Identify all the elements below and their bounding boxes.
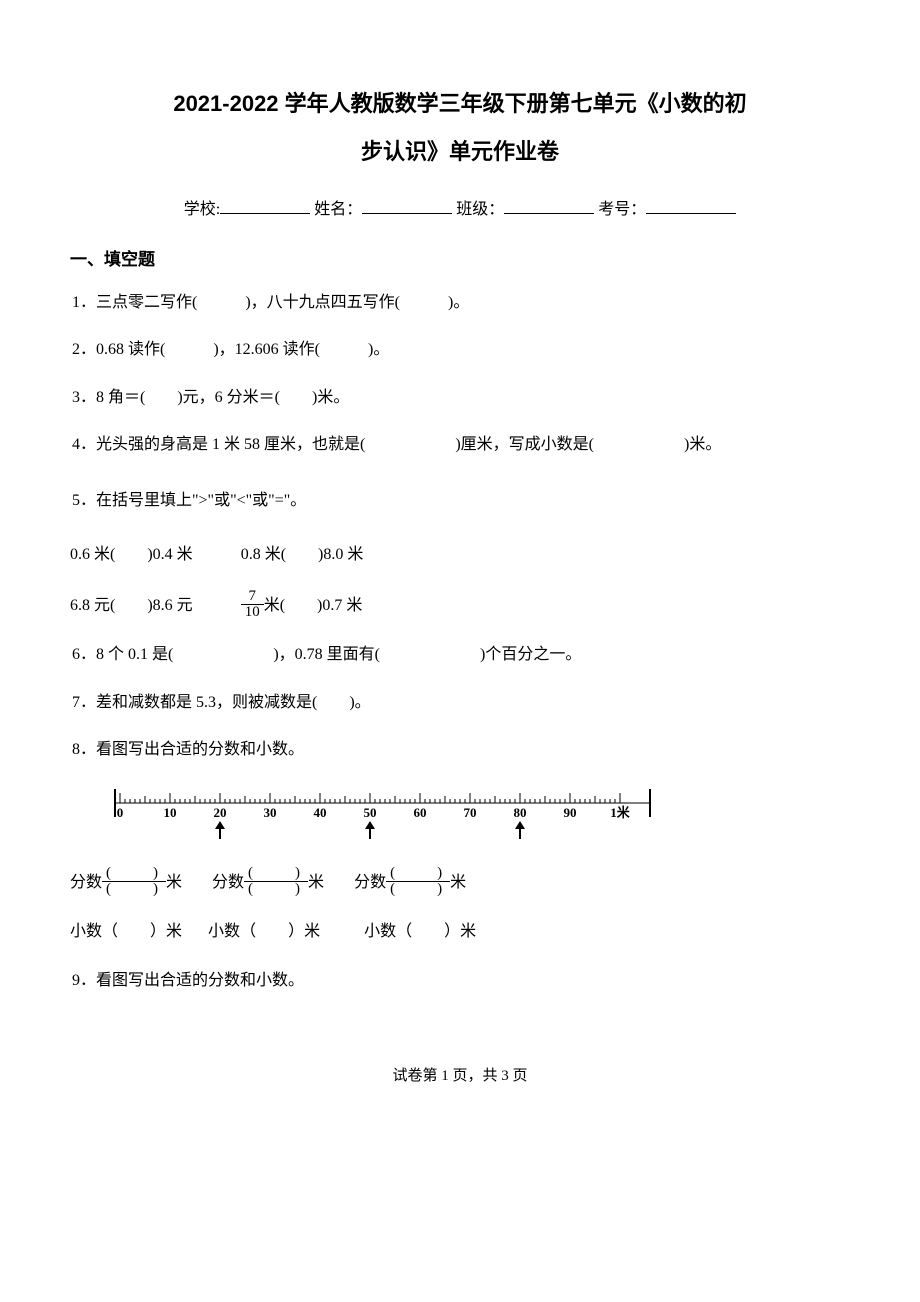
q8-decimal-row: 小数（ ）米 小数（ ）米 小数（ ）米 xyxy=(70,919,850,945)
question-4: 4．光头强的身高是 1 米 58 厘米，也就是( )厘米，写成小数是( )米。 xyxy=(70,432,850,458)
q8-dec-mi-2: 米 xyxy=(304,923,320,940)
q1-p3: )。 xyxy=(448,294,469,311)
svg-text:1米: 1米 xyxy=(610,805,631,820)
question-2: 2．0.68 读作( )，12.606 读作( )。 xyxy=(70,337,850,363)
q2-p2: )，12.606 读作( xyxy=(213,341,320,358)
q3-p3: )米。 xyxy=(312,389,349,406)
q8-frac-col-1: 分数( )( )米 xyxy=(70,868,182,899)
q5-r1-b1: 0.8 米( xyxy=(241,546,286,563)
q8-dec-blank-1[interactable]: （ ） xyxy=(102,923,166,940)
title-line1: 2021-2022 学年人教版数学三年级下册第七单元《小数的初 xyxy=(70,80,850,128)
q8-mi-3: 米 xyxy=(450,874,466,891)
q2-p3: )。 xyxy=(368,341,389,358)
q6-p2: )，0.78 里面有( xyxy=(273,646,380,663)
question-3: 3．8 角＝( )元，6 分米＝( )米。 xyxy=(70,385,850,411)
q8-dec-label-2: 小数 xyxy=(208,923,240,940)
svg-text:90: 90 xyxy=(564,805,577,820)
q4-p1: 4．光头强的身高是 1 米 58 厘米，也就是( xyxy=(72,436,365,453)
svg-text:60: 60 xyxy=(414,805,427,820)
q8-frac-label-1: 分数 xyxy=(70,874,102,891)
question-9: 9．看图写出合适的分数和小数。 xyxy=(70,968,850,994)
ruler-diagram: 0 10 20 30 40 50 60 70 80 90 1米 xyxy=(70,785,850,850)
q6-p1: 6．8 个 0.1 是( xyxy=(72,646,173,663)
q8-frac-label-2: 分数 xyxy=(212,874,244,891)
ruler-svg: 0 10 20 30 40 50 60 70 80 90 1米 xyxy=(70,785,690,841)
examno-label: 考号： xyxy=(598,201,646,218)
name-blank[interactable] xyxy=(362,198,452,214)
school-blank[interactable] xyxy=(220,198,310,214)
q8-dec-col-2: 小数（ ）米 xyxy=(208,919,320,945)
svg-text:40: 40 xyxy=(314,805,327,820)
page-footer: 试卷第 1 页，共 3 页 xyxy=(70,1064,850,1088)
q8-mi-2: 米 xyxy=(308,874,324,891)
question-8: 8．看图写出合适的分数和小数。 xyxy=(70,737,850,763)
q8-dec-mi-1: 米 xyxy=(166,923,182,940)
school-label: 学校: xyxy=(184,201,220,218)
svg-text:50: 50 xyxy=(364,805,377,820)
q8-mi-1: 米 xyxy=(166,874,182,891)
q7-p1: 7．差和减数都是 5.3，则被减数是( xyxy=(72,694,317,711)
q8-frac-col-3: 分数( )( )米 xyxy=(354,868,466,899)
svg-text:20: 20 xyxy=(214,805,227,820)
q5-r1-b2: )8.0 米 xyxy=(318,546,363,563)
svg-text:80: 80 xyxy=(514,805,527,820)
class-label: 班级： xyxy=(456,201,504,218)
q8-dec-blank-2[interactable]: （ ） xyxy=(240,923,304,940)
svg-text:70: 70 xyxy=(464,805,477,820)
page-title: 2021-2022 学年人教版数学三年级下册第七单元《小数的初 步认识》单元作业… xyxy=(70,80,850,177)
q8-intro: 8．看图写出合适的分数和小数。 xyxy=(72,741,304,758)
q9-text: 9．看图写出合适的分数和小数。 xyxy=(72,972,304,989)
student-info-line: 学校: 姓名： 班级： 考号： xyxy=(70,197,850,223)
q8-frac-col-2: 分数( )( )米 xyxy=(212,868,324,899)
q2-p1: 2．0.68 读作( xyxy=(72,341,165,358)
q8-dec-label-1: 小数 xyxy=(70,923,102,940)
q3-p2: )元，6 分米＝( xyxy=(177,389,280,406)
name-label: 姓名： xyxy=(314,201,362,218)
question-1: 1．三点零二写作( )，八十九点四五写作( )。 xyxy=(70,290,850,316)
q5-intro: 5．在括号里填上">"或"<"或"="。 xyxy=(72,492,306,509)
q3-p1: 3．8 角＝( xyxy=(72,389,145,406)
q5-row2: 6.8 元( )8.6 元 7 10 米( )0.7 米 xyxy=(70,591,850,622)
q8-frac-blank-1[interactable]: ( )( ) xyxy=(102,866,166,897)
q8-dec-blank-3[interactable]: （ ） xyxy=(396,923,460,940)
q5-r1-a1: 0.6 米( xyxy=(70,546,115,563)
q4-p2: )厘米，写成小数是( xyxy=(455,436,594,453)
q5-fraction: 7 10 xyxy=(241,589,264,620)
q8-dec-col-3: 小数（ ）米 xyxy=(364,919,476,945)
svg-text:0: 0 xyxy=(117,805,124,820)
q1-p2: )，八十九点四五写作( xyxy=(245,294,400,311)
q1-p1: 1．三点零二写作( xyxy=(72,294,197,311)
q8-dec-col-1: 小数（ ）米 xyxy=(70,919,182,945)
q5-r2-b1: 米( xyxy=(264,597,285,614)
question-5: 5．在括号里填上">"或"<"或"="。 xyxy=(70,488,850,514)
q5-r2-a2: )8.6 元 xyxy=(147,597,192,614)
question-7: 7．差和减数都是 5.3，则被减数是( )。 xyxy=(70,690,850,716)
q8-frac-label-3: 分数 xyxy=(354,874,386,891)
q8-dec-label-3: 小数 xyxy=(364,923,396,940)
question-6: 6．8 个 0.1 是( )，0.78 里面有( )个百分之一。 xyxy=(70,642,850,668)
svg-text:30: 30 xyxy=(264,805,277,820)
q5-row1: 0.6 米( )0.4 米 0.8 米( )8.0 米 xyxy=(70,542,850,568)
q8-frac-blank-3[interactable]: ( )( ) xyxy=(386,866,450,897)
q8-fraction-row: 分数( )( )米 分数( )( )米 分数( )( )米 xyxy=(70,868,850,899)
q5-r2-a1: 6.8 元( xyxy=(70,597,115,614)
examno-blank[interactable] xyxy=(646,198,736,214)
title-line2: 步认识》单元作业卷 xyxy=(70,128,850,176)
q5-r1-a2: )0.4 米 xyxy=(147,546,192,563)
q7-p2: )。 xyxy=(349,694,370,711)
class-blank[interactable] xyxy=(504,198,594,214)
q8-dec-mi-3: 米 xyxy=(460,923,476,940)
q8-frac-blank-2[interactable]: ( )( ) xyxy=(244,866,308,897)
q5-frac-num: 7 xyxy=(241,589,264,605)
q4-p3: )米。 xyxy=(684,436,721,453)
section-1-title: 一、填空题 xyxy=(70,246,850,273)
svg-text:10: 10 xyxy=(164,805,177,820)
q6-p3: )个百分之一。 xyxy=(480,646,581,663)
q5-frac-den: 10 xyxy=(241,605,264,620)
q5-r2-b2: )0.7 米 xyxy=(317,597,362,614)
